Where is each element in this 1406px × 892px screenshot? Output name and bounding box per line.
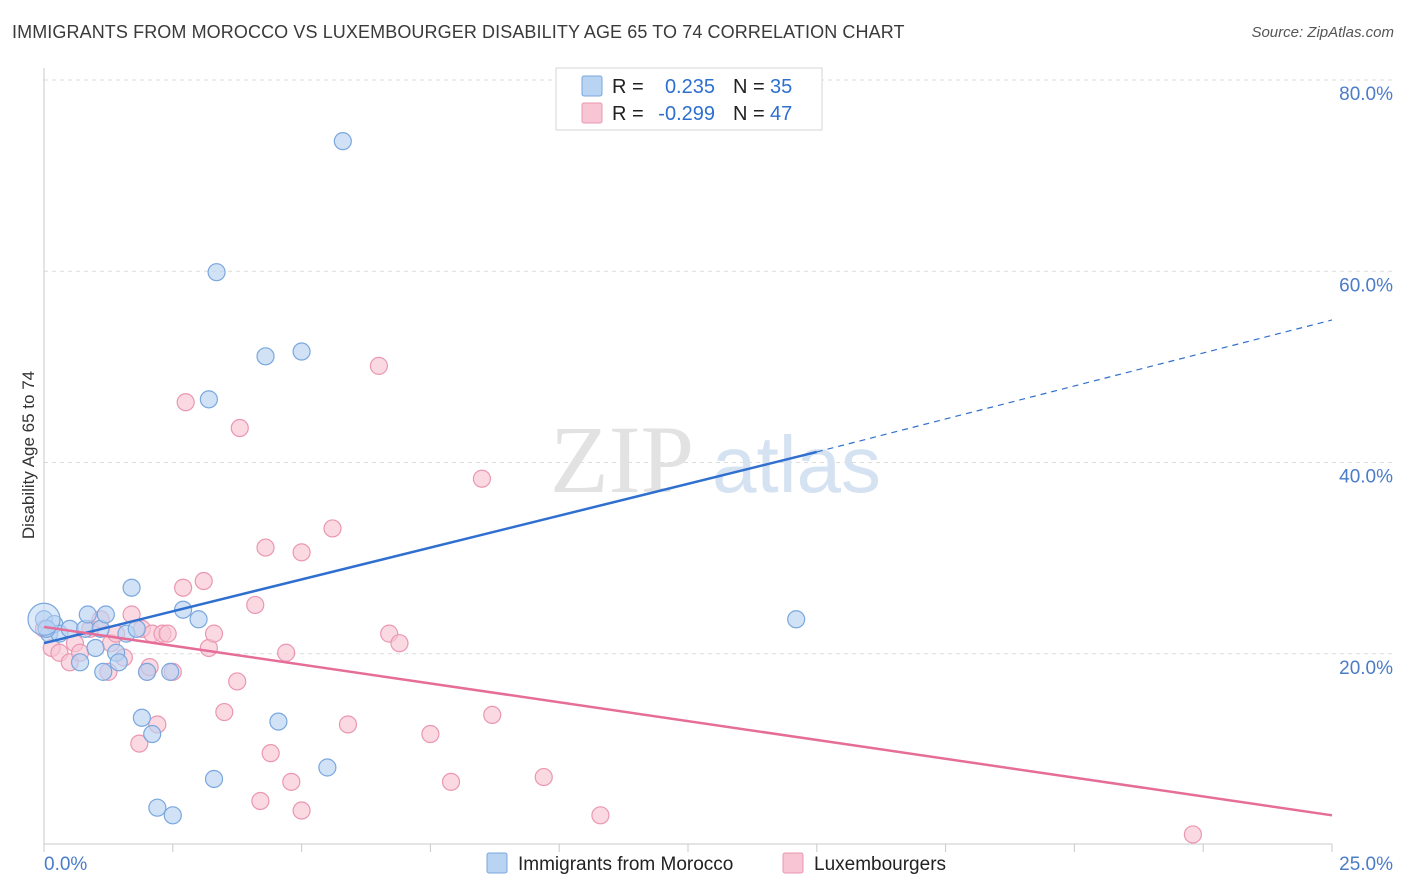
luxembourger-point	[472, 469, 492, 488]
morocco-point	[137, 662, 157, 681]
morocco-points	[27, 132, 806, 825]
morocco-point	[70, 653, 90, 672]
correlation-legend: R = 0.235 N = 35 R = -0.299 N = 47	[555, 67, 823, 131]
watermark: ZIP atlas	[550, 406, 881, 513]
morocco-trend-line	[43, 450, 818, 645]
y-tick-label: 60.0%	[1339, 275, 1393, 296]
legend-r-value-2: -0.299	[658, 103, 715, 125]
morocco-point	[148, 798, 167, 817]
morocco-point-cluster	[27, 602, 61, 636]
morocco-point	[318, 758, 337, 777]
morocco-point	[207, 263, 226, 282]
legend-n-label-2: N =	[733, 103, 765, 125]
morocco-point	[256, 347, 275, 366]
y-tick-label: 40.0%	[1339, 467, 1393, 488]
bottom-legend-swatch-pink	[782, 852, 804, 874]
luxembourger-point	[230, 418, 249, 438]
morocco-point	[96, 605, 115, 624]
x-tick-label-max: 25.0%	[1339, 854, 1393, 875]
bottom-legend-label-2: Luxembourgers	[814, 854, 946, 875]
luxembourger-point	[261, 744, 280, 763]
luxembourger-point	[215, 702, 234, 722]
legend-n-value-1: 35	[770, 76, 792, 98]
x-tick-label-min: 0.0%	[44, 854, 87, 875]
morocco-point	[122, 578, 141, 597]
chart-title: IMMIGRANTS FROM MOROCCO VS LUXEMBOURGER …	[12, 22, 905, 42]
morocco-trend-extension	[816, 319, 1333, 453]
luxembourger-point	[369, 356, 388, 375]
legend-r-label-2: R =	[612, 103, 644, 125]
watermark-atlas: atlas	[712, 420, 881, 509]
morocco-point	[292, 342, 311, 361]
tick-labels: 20.0% 40.0% 60.0% 80.0% 0.0% 25.0%	[44, 84, 1393, 875]
luxembourger-point	[194, 571, 213, 591]
morocco-point	[109, 653, 128, 672]
luxembourger-point	[338, 715, 358, 734]
luxembourger-point	[441, 772, 461, 791]
luxembourger-point	[176, 393, 195, 412]
luxembourger-point	[534, 767, 553, 787]
luxembourger-point	[246, 595, 265, 615]
morocco-point	[199, 390, 218, 409]
morocco-point	[204, 769, 224, 789]
axes	[43, 68, 1333, 852]
luxembourger-trend-line	[43, 625, 1333, 817]
morocco-point	[78, 605, 97, 624]
chart-source: Source: ZipAtlas.com	[1251, 24, 1394, 41]
morocco-point	[94, 662, 113, 681]
morocco-point	[189, 610, 208, 629]
legend-swatch-pink	[581, 102, 603, 124]
luxembourger-point	[277, 643, 296, 662]
luxembourger-point	[228, 672, 247, 691]
luxembourger-point	[483, 705, 502, 725]
luxembourger-point	[130, 734, 149, 753]
luxembourger-point	[591, 806, 610, 825]
bottom-legend-label-1: Immigrants from Morocco	[518, 854, 733, 875]
morocco-point	[787, 610, 806, 629]
bottom-legend-swatch-blue	[486, 852, 508, 874]
watermark-zip: ZIP	[550, 406, 694, 513]
luxembourger-point	[1183, 825, 1202, 844]
luxembourger-point	[174, 578, 193, 597]
morocco-point	[333, 132, 352, 151]
morocco-point	[269, 712, 288, 731]
luxembourger-point	[421, 724, 440, 744]
y-axis-label: Disability Age 65 to 74	[19, 371, 38, 539]
y-tick-label: 20.0%	[1339, 658, 1393, 679]
luxembourger-point	[390, 634, 409, 653]
legend-swatch-blue	[581, 75, 603, 97]
luxembourger-point	[251, 791, 270, 811]
morocco-point	[163, 806, 182, 825]
legend-r-value-1: 0.235	[665, 76, 715, 98]
luxembourger-point	[292, 543, 311, 562]
morocco-point	[86, 638, 105, 658]
luxembourger-point	[292, 801, 311, 820]
morocco-point	[161, 662, 180, 681]
luxembourger-point	[256, 538, 275, 557]
luxembourger-point	[158, 624, 177, 643]
luxembourger-point	[282, 772, 301, 791]
series-legend: Immigrants from Morocco Luxembourgers	[486, 852, 946, 875]
y-tick-label: 80.0%	[1339, 84, 1393, 105]
legend-n-label-1: N =	[733, 76, 765, 98]
luxembourger-point	[323, 519, 342, 538]
legend-n-value-2: 47	[770, 103, 792, 125]
grid-lines	[44, 79, 1394, 655]
trend-lines	[43, 319, 1333, 817]
legend-r-label-1: R =	[612, 76, 644, 98]
morocco-point	[143, 724, 162, 744]
morocco-point	[132, 708, 151, 727]
luxembourger-point	[204, 624, 224, 643]
